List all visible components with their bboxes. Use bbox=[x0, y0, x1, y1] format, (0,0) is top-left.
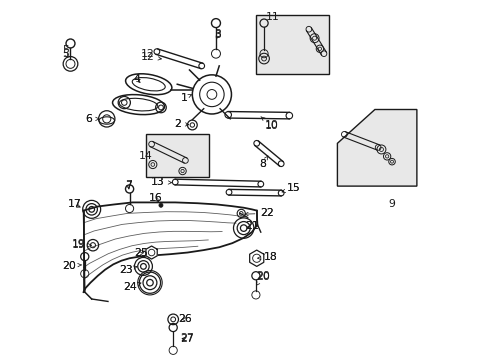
Text: 17: 17 bbox=[67, 199, 81, 209]
Text: 20: 20 bbox=[62, 261, 76, 271]
Text: 23: 23 bbox=[119, 265, 133, 275]
Polygon shape bbox=[337, 109, 416, 186]
Bar bbox=[145, 134, 208, 177]
Text: 22: 22 bbox=[244, 208, 274, 219]
Polygon shape bbox=[249, 250, 263, 266]
Text: 8: 8 bbox=[259, 156, 267, 169]
Text: 10: 10 bbox=[261, 117, 279, 131]
Text: 2: 2 bbox=[173, 119, 188, 129]
Text: 6: 6 bbox=[85, 114, 92, 124]
Text: 25: 25 bbox=[133, 248, 147, 258]
Text: 16: 16 bbox=[148, 193, 162, 203]
Text: 4: 4 bbox=[133, 74, 140, 84]
Text: 19: 19 bbox=[71, 239, 85, 249]
Text: 3: 3 bbox=[214, 29, 221, 39]
Text: 10: 10 bbox=[264, 120, 279, 130]
Text: 11: 11 bbox=[265, 12, 279, 22]
Text: 13: 13 bbox=[151, 177, 171, 187]
Text: 22: 22 bbox=[260, 208, 274, 217]
Text: 7: 7 bbox=[124, 180, 132, 190]
Text: 19: 19 bbox=[71, 240, 91, 250]
Text: 23: 23 bbox=[119, 265, 137, 275]
Text: 1: 1 bbox=[181, 93, 191, 103]
Text: 18: 18 bbox=[264, 252, 277, 262]
Text: 26: 26 bbox=[178, 314, 192, 324]
Circle shape bbox=[159, 203, 163, 207]
Text: 1: 1 bbox=[181, 93, 187, 103]
Text: 9: 9 bbox=[388, 199, 395, 210]
Text: 7: 7 bbox=[124, 181, 132, 191]
Text: 27: 27 bbox=[180, 334, 193, 344]
Text: 15: 15 bbox=[282, 183, 300, 193]
Text: 20: 20 bbox=[62, 261, 81, 271]
Text: 14: 14 bbox=[139, 150, 152, 161]
Text: 6: 6 bbox=[85, 114, 99, 124]
Text: 2: 2 bbox=[173, 119, 181, 129]
Text: 3: 3 bbox=[214, 30, 221, 40]
Polygon shape bbox=[145, 246, 157, 259]
Text: 12: 12 bbox=[141, 52, 161, 62]
Text: 20: 20 bbox=[255, 271, 269, 285]
Text: 15: 15 bbox=[286, 183, 300, 193]
Text: 5: 5 bbox=[62, 49, 69, 59]
Text: 16: 16 bbox=[148, 193, 162, 203]
Text: 17: 17 bbox=[67, 199, 81, 210]
Text: 5: 5 bbox=[62, 45, 69, 55]
Text: 4: 4 bbox=[133, 74, 140, 84]
Text: 12: 12 bbox=[141, 49, 154, 59]
Text: 24: 24 bbox=[122, 282, 141, 292]
Text: 20: 20 bbox=[255, 271, 269, 281]
Text: 8: 8 bbox=[259, 159, 266, 169]
Text: 18: 18 bbox=[257, 252, 277, 262]
Bar bbox=[255, 15, 328, 74]
Text: 27: 27 bbox=[180, 333, 193, 343]
Text: 25: 25 bbox=[133, 248, 147, 258]
Text: 13: 13 bbox=[151, 177, 164, 187]
Text: 21: 21 bbox=[244, 221, 258, 231]
Text: 26: 26 bbox=[178, 314, 192, 324]
Text: 24: 24 bbox=[122, 282, 136, 292]
Text: 21: 21 bbox=[244, 221, 258, 231]
